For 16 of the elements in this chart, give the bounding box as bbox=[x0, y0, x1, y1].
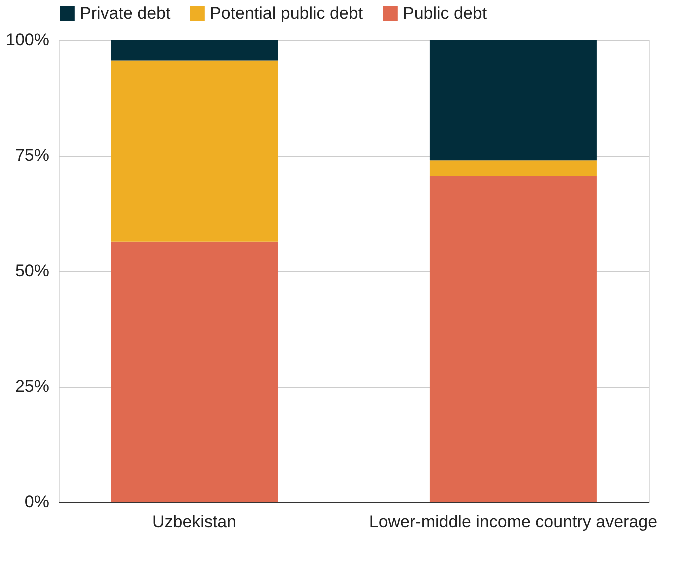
bar bbox=[430, 40, 597, 161]
bar bbox=[111, 40, 278, 61]
y-tick-label: 75% bbox=[15, 146, 50, 165]
bar bbox=[111, 60, 278, 242]
x-tick-label: Lower-middle income country average bbox=[369, 512, 658, 532]
legend-label: Potential public debt bbox=[210, 4, 364, 23]
y-tick-label: 25% bbox=[15, 377, 50, 396]
bar bbox=[430, 160, 597, 176]
bar bbox=[430, 176, 597, 502]
x-tick-label: Uzbekistan bbox=[152, 512, 237, 532]
legend-label: Public debt bbox=[403, 4, 488, 23]
y-tick-label: 100% bbox=[6, 30, 50, 50]
y-tick-label: 0% bbox=[24, 492, 50, 512]
bar bbox=[111, 242, 278, 502]
legend-label: Private debt bbox=[80, 4, 171, 23]
y-tick-label: 50% bbox=[15, 262, 50, 280]
